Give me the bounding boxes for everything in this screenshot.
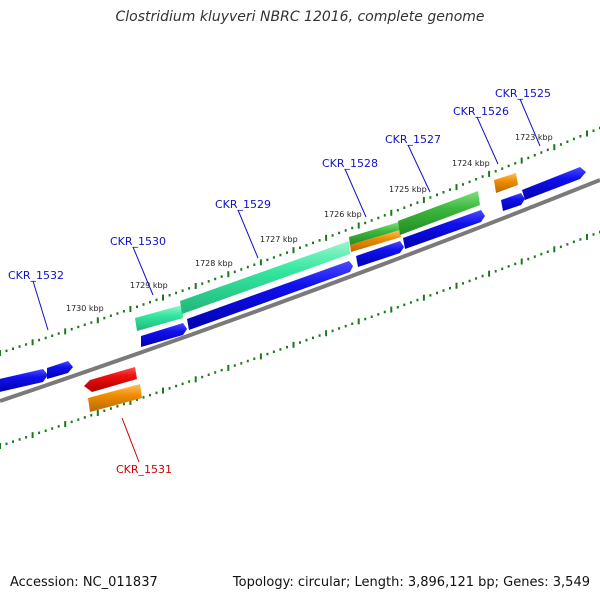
gene-arrow-ckr-1530[interactable] (141, 323, 187, 347)
tick-label-1724: 1724 kbp (452, 159, 490, 168)
accession-text: Accession: NC_011837 (10, 575, 158, 590)
tick-label-1730: 1730 kbp (66, 304, 104, 313)
gene-label-ckr-1532[interactable]: CKR_1532 (8, 269, 64, 282)
gene-label-ckr-1529[interactable]: CKR_1529 (215, 198, 271, 211)
map-title: Clostridium kluyveri NBRC 12016, complet… (115, 9, 485, 25)
gene-label-ckr-1530[interactable]: CKR_1530 (110, 235, 166, 248)
gene-arrow-ckr-1532-a[interactable] (0, 369, 48, 393)
tick-label-1727: 1727 kbp (260, 235, 298, 244)
cds-block-ckr-1528-green[interactable] (349, 222, 400, 245)
gene-label-ckr-1528[interactable]: CKR_1528 (322, 157, 378, 170)
cds-block-ckr-1526[interactable] (494, 173, 518, 193)
leader-line-ckr-1525 (519, 98, 541, 147)
tick-label-1725: 1725 kbp (389, 185, 427, 194)
leader-line-ckr-1528 (344, 168, 367, 218)
gene-arrow-ckr-1527[interactable] (403, 210, 485, 249)
gene-label-ckr-1531[interactable]: CKR_1531 (116, 463, 172, 476)
gene-arrow-ckr-1529[interactable] (187, 261, 353, 330)
gene-label-ckr-1526[interactable]: CKR_1526 (453, 105, 509, 118)
tick-label-1728: 1728 kbp (195, 259, 233, 268)
leader-line-ckr-1527 (407, 144, 431, 193)
outer-tick-row (0, 126, 600, 356)
cds-block-ckr-1531[interactable] (88, 384, 142, 412)
cds-block-ckr-1530[interactable] (135, 305, 183, 331)
cds-block-ckr-1528-orange[interactable] (350, 230, 401, 252)
cds-block-ckr-1527[interactable] (398, 191, 480, 235)
leader-line-ckr-1526 (476, 116, 499, 165)
gene-arrow-ckr-1532-b[interactable] (47, 361, 73, 379)
genome-stats-text: Topology: circular; Length: 3,896,121 bp… (232, 575, 590, 590)
leader-line-ckr-1532 (32, 280, 49, 331)
gene-arrow-ckr-1531[interactable] (84, 367, 137, 392)
leader-line-ckr-1531 (121, 417, 140, 463)
tick-label-1723: 1723 kbp (515, 133, 553, 142)
tick-label-1726: 1726 kbp (324, 210, 362, 219)
leader-line-ckr-1530 (132, 246, 154, 296)
cds-block-ckr-1529[interactable] (180, 241, 350, 314)
gene-arrow-ckr-1528[interactable] (356, 241, 404, 267)
gene-label-ckr-1525[interactable]: CKR_1525 (495, 87, 551, 100)
gene-arrow-ckr-1525[interactable] (522, 167, 586, 200)
gene-arrow-ckr-1526[interactable] (501, 193, 525, 211)
inner-tick-row (0, 230, 600, 449)
genome-backbone (0, 178, 600, 403)
leader-line-ckr-1529 (237, 209, 259, 259)
gene-label-ckr-1527[interactable]: CKR_1527 (385, 133, 441, 146)
